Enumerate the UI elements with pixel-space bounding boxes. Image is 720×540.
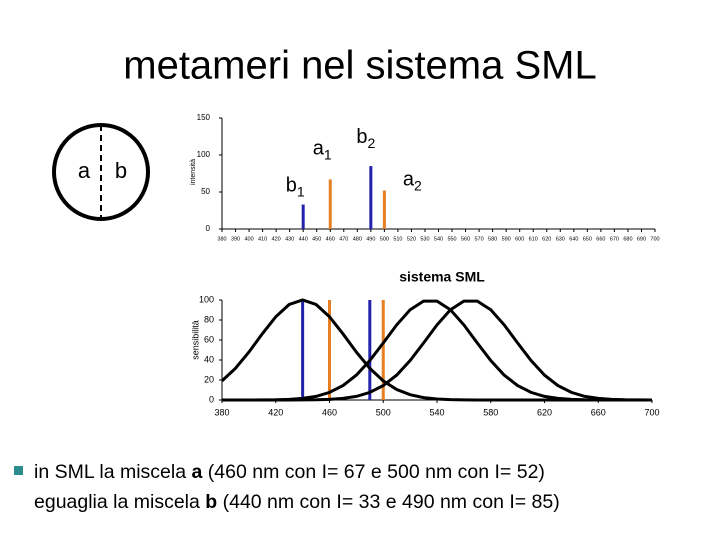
x-tick-label: 570 [475, 236, 484, 242]
x-tick-label: 410 [258, 236, 267, 242]
x-tick-label: 600 [515, 236, 524, 242]
x-tick-label: 500 [376, 407, 391, 417]
chart-title: sistema SML [399, 269, 485, 285]
line-label-sub: 1 [297, 183, 305, 199]
x-tick-label: 700 [650, 236, 659, 242]
x-tick-label: 450 [312, 236, 321, 242]
x-tick-label: 620 [537, 407, 552, 417]
x-tick-label: 420 [268, 407, 283, 417]
y-tick-label: 50 [201, 187, 210, 196]
y-tick-label: 40 [204, 354, 214, 364]
x-tick-label: 610 [529, 236, 538, 242]
line-label: a1 [313, 138, 332, 162]
y-tick-label: 60 [204, 334, 214, 344]
x-tick-label: 440 [299, 236, 308, 242]
y-tick-label: 150 [197, 113, 211, 122]
x-tick-label: 580 [483, 407, 498, 417]
x-tick-label: 400 [244, 236, 253, 242]
y-axis-label: intensità [190, 159, 197, 185]
bullet-segment: eguaglia la miscela [34, 491, 205, 513]
line-label-letter: a [403, 169, 415, 191]
y-tick-label: 20 [204, 374, 214, 384]
x-tick-label: 680 [623, 236, 632, 242]
x-tick-label: 660 [591, 407, 606, 417]
y-tick-label: 100 [199, 294, 214, 304]
x-tick-label: 490 [366, 236, 375, 242]
bullet-marker [14, 466, 23, 475]
bullet-segment: b [205, 491, 217, 513]
bullet-segment: in SML la miscela [34, 461, 192, 483]
x-tick-label: 650 [583, 236, 592, 242]
metamer-diagram: a b [52, 123, 150, 221]
line-label: b2 [356, 126, 375, 150]
line-label-letter: a [313, 138, 325, 160]
x-tick-label: 380 [217, 236, 226, 242]
bullet-segment: (460 nm con I= 67 e 500 nm con I= 52) [202, 461, 545, 483]
y-tick-label: 0 [209, 394, 214, 404]
x-tick-label: 460 [322, 407, 337, 417]
y-tick-label: 0 [206, 224, 211, 233]
x-tick-label: 480 [353, 236, 362, 242]
diagram-label: a [78, 158, 91, 183]
diagram-label: b [115, 158, 127, 183]
bullet-text: eguaglia la miscela b (440 nm con I= 33 … [34, 491, 560, 513]
line-label-letter: b [356, 126, 367, 148]
sensitivity-curve [220, 298, 652, 402]
bullet-segment: (440 nm con I= 33 e 490 nm con I= 85) [217, 491, 560, 513]
x-tick-label: 540 [429, 407, 444, 417]
line-label-sub: 2 [414, 177, 422, 193]
line-label-letter: b [286, 175, 297, 197]
y-axis-label: sensibilità [190, 320, 200, 360]
bullet-text: in SML la miscela a (460 nm con I= 67 e … [34, 461, 545, 483]
x-tick-label: 670 [610, 236, 619, 242]
x-tick-label: 590 [502, 236, 511, 242]
slide-title: metameri nel sistema SML [123, 44, 596, 88]
line-label-sub: 1 [324, 146, 332, 162]
x-tick-label: 420 [272, 236, 281, 242]
x-tick-label: 510 [393, 236, 402, 242]
x-tick-label: 690 [637, 236, 646, 242]
x-tick-label: 460 [326, 236, 335, 242]
x-tick-label: 580 [488, 236, 497, 242]
x-tick-label: 700 [644, 407, 659, 417]
x-tick-label: 540 [434, 236, 443, 242]
y-tick-label: 80 [204, 314, 214, 324]
x-tick-label: 500 [380, 236, 389, 242]
y-tick-label: 100 [197, 150, 211, 159]
sensitivity-curve [222, 299, 653, 402]
x-tick-label: 520 [407, 236, 416, 242]
x-tick-label: 430 [285, 236, 294, 242]
x-tick-label: 470 [339, 236, 348, 242]
x-tick-label: 640 [569, 236, 578, 242]
x-tick-label: 630 [556, 236, 565, 242]
line-label-sub: 2 [368, 135, 376, 151]
line-label: a2 [403, 169, 422, 193]
x-tick-label: 620 [542, 236, 551, 242]
sensitivity-curve [222, 299, 652, 402]
x-tick-label: 380 [214, 407, 229, 417]
x-tick-label: 560 [461, 236, 470, 242]
x-tick-label: 660 [596, 236, 605, 242]
line-label: b1 [286, 175, 305, 199]
x-tick-label: 530 [420, 236, 429, 242]
x-tick-label: 390 [231, 236, 240, 242]
bullet-segment: a [192, 461, 203, 483]
x-tick-label: 550 [447, 236, 456, 242]
